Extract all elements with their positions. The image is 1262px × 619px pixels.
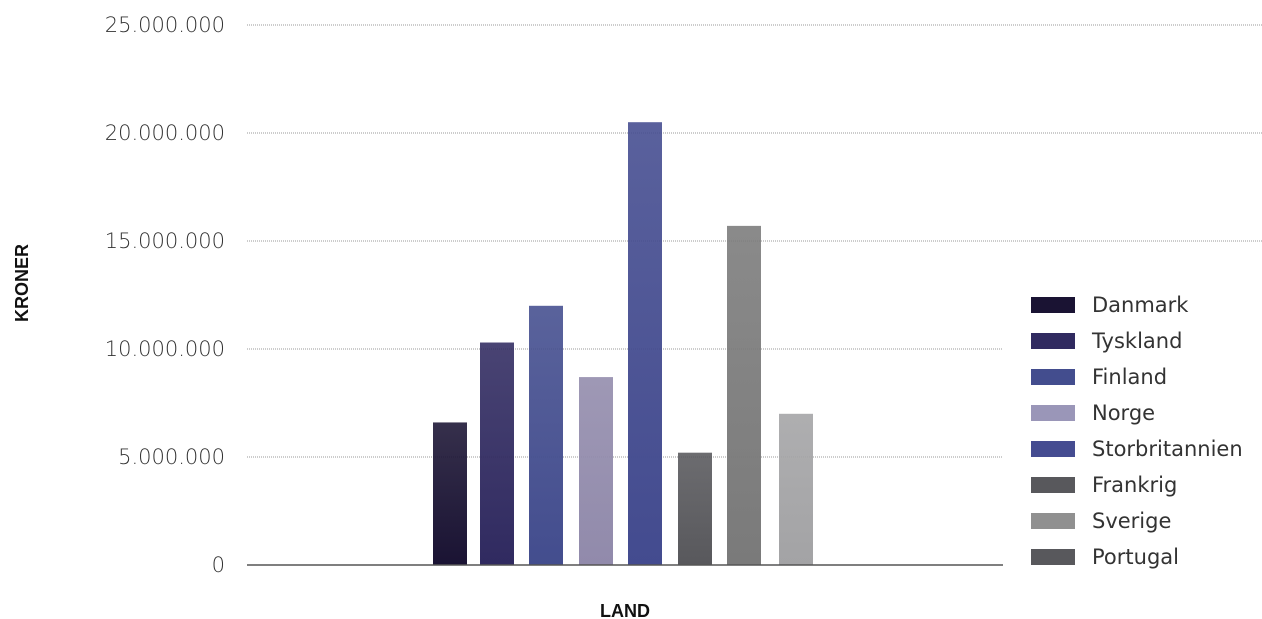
legend-swatch [1031, 477, 1075, 493]
legend-swatch [1031, 297, 1075, 313]
legend-item: Frankrig [1031, 473, 1177, 497]
legend-swatch [1031, 513, 1075, 529]
bar-sverige [727, 225, 761, 565]
y-axis-title: KRONER [12, 244, 32, 322]
bar-finland [529, 305, 563, 565]
legend-label: Frankrig [1092, 473, 1177, 497]
x-axis-title: LAND [600, 601, 650, 619]
legend: Danmark Tyskland Finland Norge Storbritannie… [1031, 293, 1243, 569]
y-tick-label: 20.000.000 [105, 121, 225, 145]
grid-lines [247, 24, 1262, 458]
y-axis-ticks: 0 5.000.000 10.000.000 15.000.000 20.000.000… [105, 13, 225, 577]
y-tick-label: 0 [212, 553, 225, 577]
bar-danmark [433, 422, 467, 565]
legend-label: Storbritannien [1092, 437, 1243, 461]
legend-label: Norge [1092, 401, 1155, 425]
legend-item: Portugal [1031, 545, 1179, 569]
legend-swatch [1031, 405, 1075, 421]
bar-tyskland [480, 342, 514, 565]
y-tick-label: 10.000.000 [105, 337, 225, 361]
legend-label: Sverige [1092, 509, 1171, 533]
legend-item: Finland [1031, 365, 1167, 389]
legend-item: Danmark [1031, 293, 1189, 317]
bars [433, 122, 813, 565]
legend-swatch [1031, 369, 1075, 385]
legend-swatch [1031, 333, 1075, 349]
legend-swatch [1031, 441, 1075, 457]
y-tick-label: 25.000.000 [105, 13, 225, 37]
legend-swatch [1031, 549, 1075, 565]
legend-label: Portugal [1092, 545, 1179, 569]
legend-item: Tyskland [1031, 329, 1182, 353]
legend-item: Storbritannien [1031, 437, 1243, 461]
legend-label: Danmark [1092, 293, 1189, 317]
bar-norge [579, 377, 613, 565]
bar-portugal [779, 413, 813, 565]
bar-storbritannien [628, 122, 662, 565]
y-tick-label: 5.000.000 [118, 445, 225, 469]
bar-frankrig [678, 452, 712, 565]
y-tick-label: 15.000.000 [105, 229, 225, 253]
legend-item: Sverige [1031, 509, 1171, 533]
legend-label: Finland [1092, 365, 1167, 389]
legend-label: Tyskland [1091, 329, 1182, 353]
legend-item: Norge [1031, 401, 1155, 425]
